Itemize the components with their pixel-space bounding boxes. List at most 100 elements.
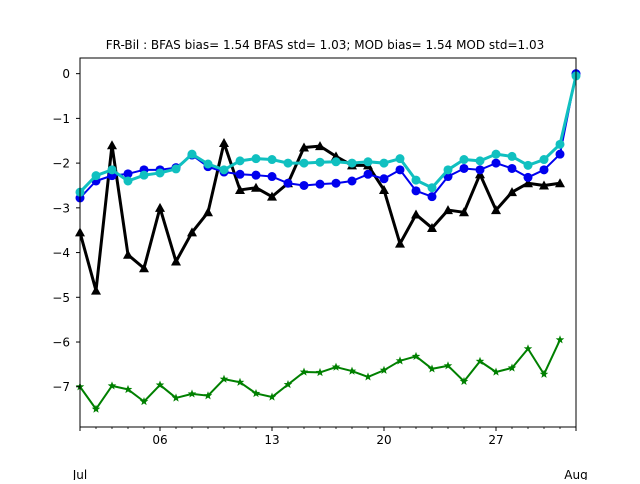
data-point [379,365,389,374]
data-point [507,363,517,372]
data-point [475,165,485,175]
data-point [395,165,405,175]
data-point [555,178,565,188]
data-point [427,183,437,193]
data-point [251,154,261,164]
data-point [107,140,117,150]
data-point [203,159,213,169]
data-point [411,175,421,185]
data-point [91,404,101,413]
y-tick-label: −4 [52,246,70,260]
data-point [347,176,357,186]
data-point [219,374,229,383]
data-point [155,168,165,178]
data-point [219,165,229,175]
x-tick-label: 27 [488,433,503,447]
data-point [347,158,357,168]
data-point [491,205,501,215]
data-point [411,209,421,219]
data-point [331,178,341,188]
data-point [539,155,549,165]
data-point [267,155,277,165]
data-point [91,171,101,181]
data-point [299,180,309,190]
data-point [331,157,341,167]
data-point [235,377,245,386]
x-tick-label: 13 [264,433,279,447]
data-point [539,369,549,378]
data-point [411,186,421,196]
data-point [443,205,453,215]
y-tick-label: 0 [62,67,70,81]
data-point [475,356,485,365]
data-point [107,165,117,175]
data-point [235,169,245,179]
data-point [379,158,389,168]
data-point [315,141,325,151]
y-tick-label: −6 [52,336,70,350]
data-point [331,362,341,371]
data-point [155,202,165,212]
data-point [123,384,133,394]
chart-title: FR-Bil : BFAS bias= 1.54 BFAS std= 1.03;… [106,38,545,52]
data-point [411,351,421,360]
data-point [539,180,549,190]
data-point [459,155,469,165]
data-point [459,376,469,386]
data-point [187,149,197,159]
data-point [299,367,309,376]
data-point [107,381,117,390]
x-edge-label-end: Aug [564,468,587,480]
data-point [379,184,389,194]
y-tick-label: −2 [52,157,70,171]
data-point [491,367,501,376]
data-point [267,392,277,401]
data-point [123,176,133,186]
data-point [395,356,405,365]
data-point [315,179,325,189]
data-point [443,165,453,175]
data-point [443,361,453,370]
data-point [283,158,293,168]
data-point [523,178,533,188]
data-point [459,163,469,173]
data-point [555,335,565,344]
data-point [171,393,181,402]
data-point [299,158,309,168]
data-point [283,380,293,389]
data-point [203,391,213,400]
data-point [235,156,245,166]
data-point [491,158,501,168]
data-point [123,169,133,179]
data-point [523,172,533,182]
data-point [139,170,149,180]
y-tick-label: −3 [52,201,70,215]
data-point [203,207,213,217]
plot-frame [79,57,577,428]
data-point [347,366,357,375]
data-point [123,249,133,259]
data-point [427,192,437,202]
data-point [187,389,197,398]
data-point [171,256,181,266]
data-point [363,372,373,381]
data-point [363,157,373,167]
y-tick-label: −7 [52,380,70,394]
y-tick-label: −5 [52,291,70,305]
data-point [491,149,501,159]
data-point [523,344,533,353]
data-point [187,227,197,237]
series-4 [75,335,565,413]
data-point [507,187,517,197]
data-point [379,174,389,184]
data-point [219,137,229,147]
data-point [427,222,437,232]
data-point [555,139,565,149]
data-point [459,207,469,217]
data-point [363,169,373,179]
data-point [315,367,325,377]
data-point [267,191,277,201]
data-point [267,172,277,182]
data-point [251,182,261,192]
